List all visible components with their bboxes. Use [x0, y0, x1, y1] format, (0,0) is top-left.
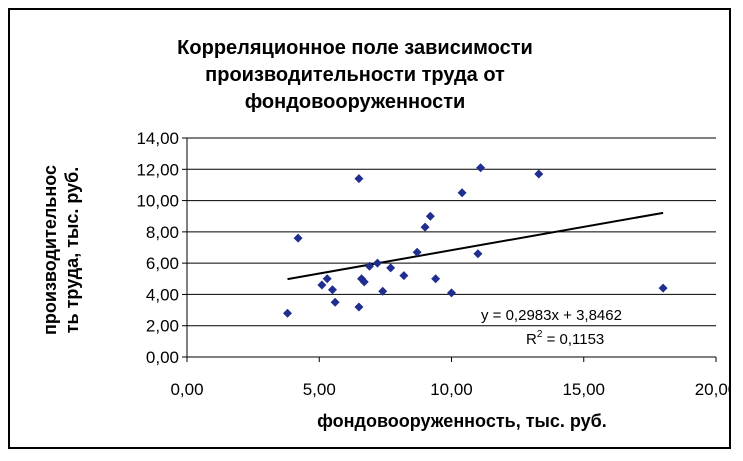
- data-point: [534, 169, 544, 179]
- y-tick-label: 8,00: [146, 223, 179, 242]
- regression-equation: y = 0,2983x + 3,8462: [481, 307, 622, 324]
- y-axis-title-line-1: производительнос: [40, 165, 60, 335]
- gridlines: [187, 137, 716, 327]
- y-tick-label: 0,00: [146, 348, 179, 367]
- trendline-group: [287, 211, 664, 281]
- x-tick-label: 0,00: [170, 380, 203, 399]
- data-point: [322, 274, 332, 284]
- y-tick-label: 14,00: [136, 129, 179, 148]
- x-axis: 0,00 5,00 10,00 15,00 20,00: [170, 356, 729, 399]
- data-point: [372, 258, 382, 268]
- data-point: [359, 277, 369, 287]
- chart-frame: Корреляционное поле зависимости производ…: [8, 8, 731, 449]
- y-tick-label: 6,00: [146, 254, 179, 273]
- data-point: [354, 302, 364, 312]
- data-point: [399, 271, 409, 281]
- y-axis: 0,00 2,00 4,00 6,00 8,00 10,00 12,00 14,00: [136, 129, 188, 367]
- regression-annotation: y = 0,2983x + 3,8462 R2 = 0,1153: [481, 307, 622, 348]
- y-tick-label: 4,00: [146, 285, 179, 304]
- data-point: [386, 263, 396, 273]
- y-axis-title: производительнос ть труда, тыс. руб.: [40, 165, 82, 335]
- x-tick-label: 5,00: [303, 380, 336, 399]
- data-point: [658, 283, 668, 293]
- data-points: [283, 163, 668, 318]
- x-tick-label: 15,00: [562, 380, 605, 399]
- data-point: [327, 285, 337, 295]
- data-point: [457, 188, 467, 198]
- data-point: [365, 261, 375, 271]
- y-axis-title-line-2: ть труда, тыс. руб.: [62, 167, 82, 334]
- r-squared-label: R2 = 0,1153: [526, 329, 604, 348]
- plot-area: [187, 138, 716, 357]
- chart-svg: Корреляционное поле зависимости производ…: [40, 37, 729, 431]
- x-tick-label: 10,00: [430, 380, 473, 399]
- data-point: [330, 297, 340, 307]
- data-point: [473, 249, 483, 259]
- trendline: [287, 211, 664, 281]
- title-line-2: производительности труда от: [205, 64, 505, 86]
- chart-title: Корреляционное поле зависимости производ…: [177, 37, 533, 113]
- x-tick-label: 20,00: [695, 380, 729, 399]
- y-tick-label: 12,00: [136, 160, 179, 179]
- r-squared-symbol: R: [526, 331, 537, 348]
- data-point: [378, 286, 388, 296]
- data-point: [420, 222, 430, 232]
- r-squared-exponent: 2: [537, 329, 543, 340]
- data-point: [431, 274, 441, 284]
- data-point: [425, 211, 435, 221]
- data-point: [317, 280, 327, 290]
- data-point: [293, 233, 303, 243]
- x-axis-title: фондовооруженность, тыс. руб.: [317, 411, 607, 431]
- data-point: [283, 308, 293, 318]
- y-tick-label: 10,00: [136, 192, 179, 211]
- data-point: [354, 174, 364, 184]
- title-line-1: Корреляционное поле зависимости: [177, 37, 533, 59]
- title-line-3: фондовооруженности: [245, 91, 466, 113]
- data-point: [476, 163, 486, 173]
- data-point: [412, 247, 422, 257]
- data-point: [447, 288, 456, 298]
- y-tick-label: 2,00: [146, 317, 179, 336]
- r-squared-value: = 0,1153: [542, 331, 604, 348]
